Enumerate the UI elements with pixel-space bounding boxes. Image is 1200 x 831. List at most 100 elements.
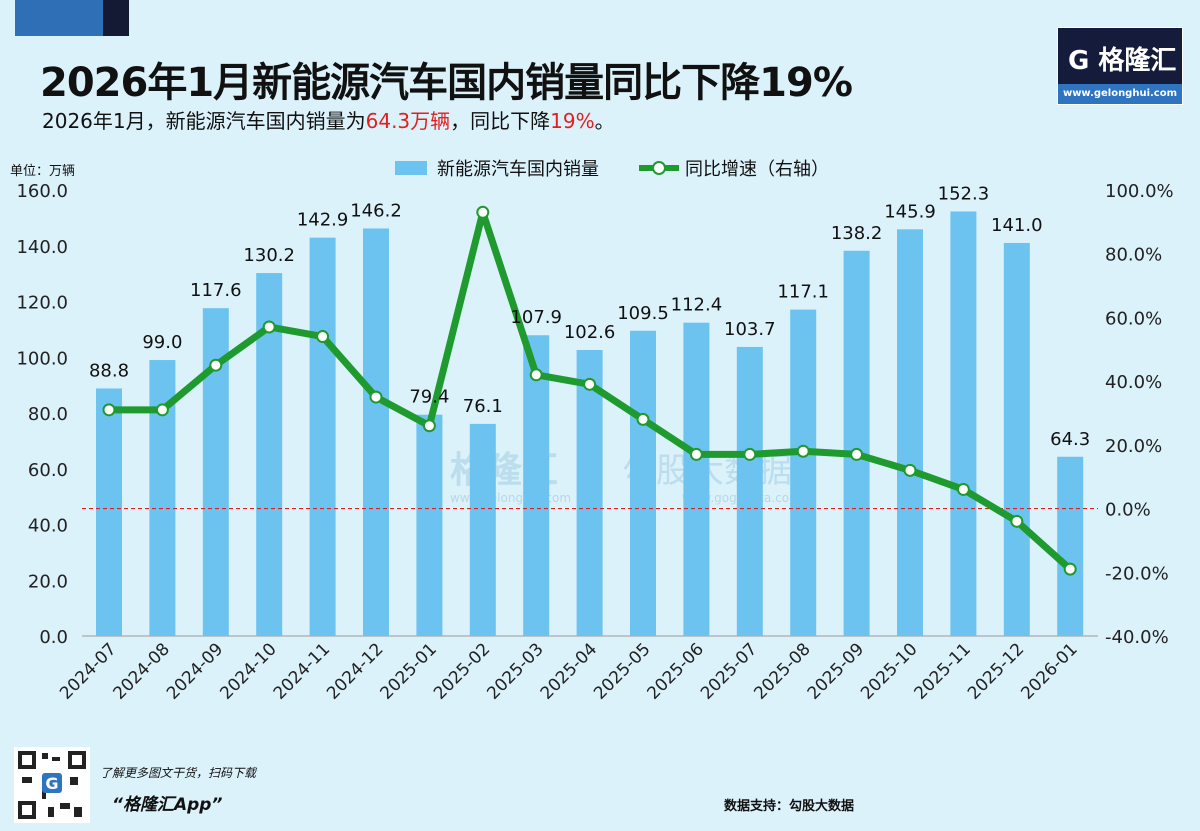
legend: 新能源汽车国内销量 同比增速（右轴） [395,155,829,181]
right-axis-tick: 80.0% [1105,245,1162,266]
yoy-growth-point [102,403,116,417]
left-axis-tick: 60.0 [28,460,68,481]
right-axis-tick: 0.0% [1105,500,1151,521]
app-name: “格隆汇App” [112,795,223,815]
left-axis-tick: 160.0 [16,181,68,202]
qr-caption: 了解更多图文干货，扫码下载 [100,766,257,780]
legend-line-label: 同比增速（右轴） [685,159,829,180]
x-axis-tick: 2024-10 [216,639,280,703]
x-axis-tick: 2024-08 [110,639,174,703]
bar-value-label: 142.9 [297,210,349,231]
yoy-growth-point [903,463,917,477]
x-axis-tick: 2024-07 [56,639,120,703]
bar-value-label: 141.0 [991,215,1043,236]
right-axis-tick: 100.0% [1105,181,1174,202]
subtitle-text: 。 [594,109,615,133]
yoy-growth-point [689,447,703,461]
bar-value-label: 107.9 [510,307,562,328]
bar [576,350,603,636]
bar-value-label: 146.2 [350,200,402,221]
yoy-growth-point [316,330,330,344]
yoy-growth-point [1010,514,1024,528]
bar-value-label: 109.5 [617,303,669,324]
yoy-growth-point [636,412,650,426]
left-axis-tick: 80.0 [28,404,68,425]
bar [736,346,763,636]
bar [790,309,817,636]
bar-value-label: 117.6 [190,280,242,301]
bar [1003,242,1030,636]
bar [96,388,122,636]
subtitle-pct: 19% [550,109,595,133]
bar [469,423,496,636]
bar-value-label: 88.8 [89,360,129,381]
yoy-growth-point [476,205,490,219]
bar-value-label: 79.4 [409,387,449,408]
decor-bar-navy [103,0,129,36]
x-axis-tick: 2024-09 [163,639,227,703]
yoy-growth-point [743,447,757,461]
bar-value-label: 99.0 [142,332,182,353]
x-axis-tick: 2025-11 [911,639,975,703]
watermark-url: www.gelonghui.com [450,491,571,505]
x-axis-tick: 2025-03 [483,639,547,703]
bar [416,414,443,636]
bar-value-label: 145.9 [884,201,936,222]
bar-value-label: 76.1 [463,396,503,417]
qr-code: G [14,747,90,823]
left-axis-tick: 100.0 [16,348,68,369]
x-axis-tick: 2025-04 [537,639,601,703]
legend-line-swatch [639,161,679,175]
svg-text:G: G [45,774,58,793]
legend-bar-label: 新能源汽车国内销量 [437,159,599,180]
bar [897,229,923,636]
bar-value-label: 130.2 [243,245,295,266]
unit-label: 单位：万辆 [10,164,76,179]
bar-value-label: 117.1 [777,282,829,303]
right-axis-tick: -40.0% [1105,627,1169,648]
decor-bar-blue [15,0,103,36]
bar [843,250,870,636]
yoy-growth-point [422,419,436,433]
bar [683,322,710,636]
x-axis-tick: 2024-12 [323,639,387,703]
subtitle-text: 2026年1月，新能源汽车国内销量为 [42,109,366,133]
bar [363,228,389,636]
yoy-growth-point [850,447,864,461]
left-axis-tick: 140.0 [16,237,68,258]
subtitle-text: ，同比下降 [450,109,551,133]
bar-value-label: 103.7 [724,319,776,340]
x-axis-tick: 2025-12 [964,639,1028,703]
bar [1057,456,1084,636]
left-axis-tick: 20.0 [28,571,68,592]
logo-text: G 格隆汇 [1068,46,1177,76]
bar-value-label: 112.4 [671,295,723,316]
subtitle: 2026年1月，新能源汽车国内销量为64.3万辆，同比下降19%。 [42,105,615,134]
x-axis-tick: 2025-02 [430,639,494,703]
bar-value-label: 152.3 [938,183,990,204]
right-axis-tick: 20.0% [1105,436,1162,457]
x-axis-tick: 2025-09 [804,639,868,703]
bar [523,335,550,636]
bar [309,237,336,636]
logo-url: www.gelonghui.com [1058,84,1182,104]
yoy-growth-point [796,444,810,458]
x-axis-tick: 2025-06 [644,639,708,703]
x-axis-tick: 2026-01 [1017,639,1081,703]
x-axis-tick: 2024-11 [270,639,334,703]
left-axis-tick: 0.0 [39,627,68,648]
yoy-growth-point [1063,562,1077,576]
x-axis-tick: 2025-10 [857,639,921,703]
bar [630,330,656,636]
x-axis-tick: 2025-08 [750,639,814,703]
right-axis-tick: 40.0% [1105,372,1162,393]
left-axis-tick: 120.0 [16,293,68,314]
x-axis-tick: 2025-07 [697,639,761,703]
left-axis-tick: 40.0 [28,516,68,537]
bar-value-label: 138.2 [831,223,883,244]
data-source: 数据支持：勾股大数据 [724,799,855,814]
x-axis-tick: 2025-05 [590,639,654,703]
legend-bar-swatch [395,161,427,175]
yoy-growth-point [529,368,543,382]
